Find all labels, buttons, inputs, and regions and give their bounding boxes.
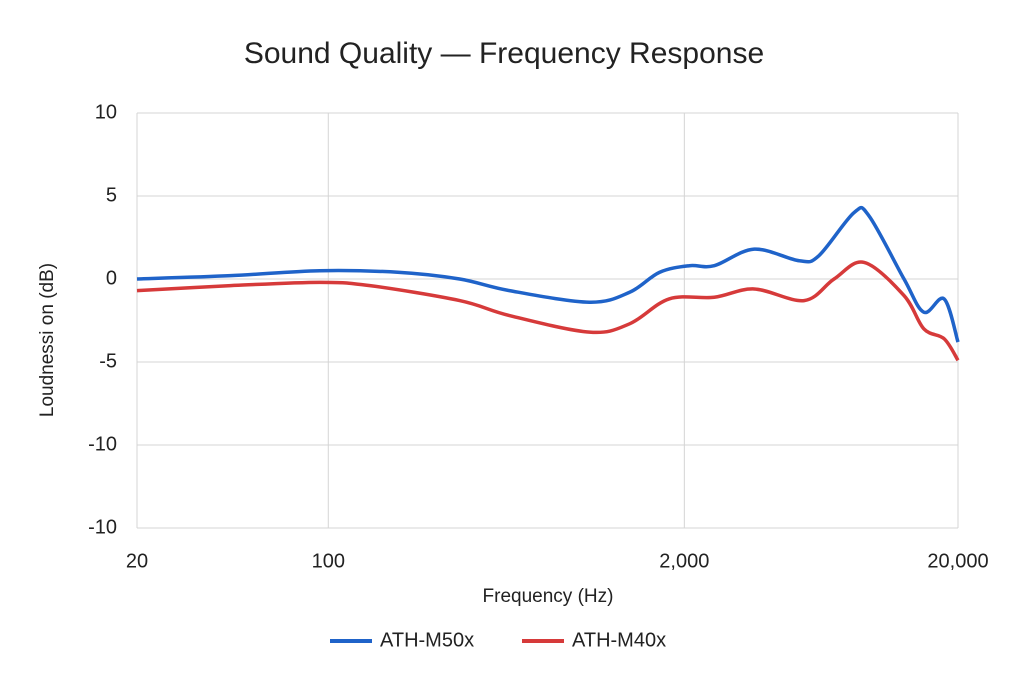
y-tick-label: 10: [95, 101, 117, 123]
line-series: [136, 260, 960, 362]
x-tick-label: 20: [126, 550, 148, 572]
x-axis-label: Frequency (Hz): [483, 586, 614, 607]
legend-label: ATH-M50x: [380, 629, 474, 651]
y-tick-label: 0: [106, 267, 117, 289]
line-series: [136, 205, 960, 343]
chart-title: Sound Quality — Frequency Response: [244, 37, 764, 70]
x-tick-label: 20,000: [927, 550, 988, 572]
y-axis-label: Loudnessi on (dB): [37, 263, 58, 417]
legend-label: ATH-M40x: [572, 629, 666, 651]
x-tick-label: 100: [312, 550, 345, 572]
y-tick-label: -10: [88, 516, 117, 538]
y-tick-label: 5: [106, 184, 117, 206]
y-tick-label: -10: [88, 433, 117, 455]
y-tick-label: -5: [99, 350, 117, 372]
x-tick-label: 2,000: [659, 550, 709, 572]
